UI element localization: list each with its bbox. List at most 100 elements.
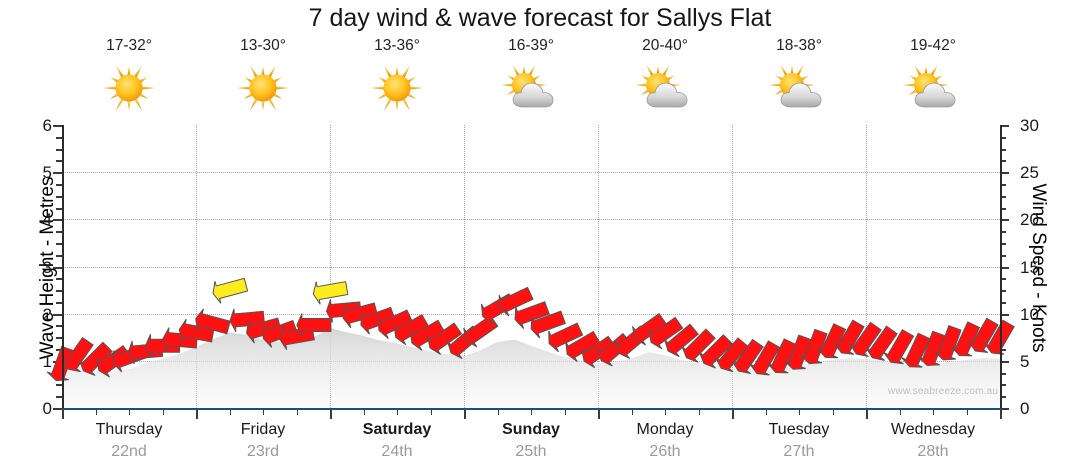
y-tick-label-right: 5 xyxy=(1020,351,1030,371)
x-tick-major xyxy=(196,408,198,419)
wind-arrow xyxy=(393,313,430,346)
y-tick-label-right: 25 xyxy=(1020,163,1039,183)
wind-arrow xyxy=(715,337,749,373)
y-tick-right xyxy=(1000,219,1009,222)
y-axis-right-line xyxy=(1000,125,1002,409)
y-tick-right-minor xyxy=(1000,136,1006,139)
wind-arrow xyxy=(664,323,700,358)
y-tick-label-right: 10 xyxy=(1020,304,1039,324)
wind-arrow xyxy=(565,330,601,363)
y-tick-label-right: 20 xyxy=(1020,210,1039,230)
x-tick-major xyxy=(598,408,600,419)
wind-arrow xyxy=(342,302,379,329)
wind-arrow xyxy=(78,341,113,376)
temperature-range: 16-39° xyxy=(508,37,554,54)
y-tick-right xyxy=(1000,266,1009,269)
day-date: 25th xyxy=(515,443,547,460)
wind-arrow xyxy=(229,308,265,333)
x-tick-minor xyxy=(95,408,97,415)
wind-arrow-strong xyxy=(212,277,249,304)
y-tick-right-minor xyxy=(1000,183,1006,186)
wind-arrow xyxy=(799,328,828,365)
wind-arrow xyxy=(296,313,332,337)
wind-arrow-series xyxy=(46,277,1015,382)
sun-icon xyxy=(330,59,464,121)
y-tick-right-minor xyxy=(1000,195,1006,198)
y-tick-right xyxy=(1000,360,1009,363)
x-tick-minor xyxy=(162,408,164,415)
day-date: 28th xyxy=(917,443,949,460)
y-tick-left-minor xyxy=(56,254,62,257)
y-tick-left-minor xyxy=(56,148,62,151)
wind-arrow xyxy=(631,313,668,346)
x-tick-minor xyxy=(397,408,398,415)
wind-arrow xyxy=(46,345,75,382)
watermark: www.seabreeze.com.au xyxy=(888,386,999,397)
x-tick-minor xyxy=(765,408,767,415)
plot-area: 0 1 2 3 4 5 6 0 5 10 15 20 25 30 xyxy=(43,117,1039,419)
y-tick-right xyxy=(1000,125,1009,127)
gridline-vertical xyxy=(196,125,197,408)
x-tick-major xyxy=(732,408,734,419)
y-tick-left-minor xyxy=(56,337,62,340)
y-tick-right-minor xyxy=(1000,384,1006,387)
day-header-wednesday: 19-42° xyxy=(866,36,1000,121)
x-tick-minor xyxy=(363,408,365,415)
y-tick-left-minor xyxy=(56,349,62,352)
x-axis-label-friday: Friday 23rd xyxy=(196,419,330,463)
day-header-monday: 20-40° xyxy=(598,36,732,121)
day-name: Sunday xyxy=(502,421,560,438)
x-tick-minor xyxy=(497,408,499,415)
wind-arrow xyxy=(548,322,584,353)
y-tick-label-right: 0 xyxy=(1020,399,1030,418)
wind-arrow xyxy=(865,325,898,361)
wind-arrow-strong xyxy=(312,281,349,305)
temperature-range: 17-32° xyxy=(106,37,152,54)
x-axis-label-monday: Monday 26th xyxy=(598,419,732,463)
wind-arrow xyxy=(530,310,566,339)
y-tick-right xyxy=(1000,172,1009,175)
gridline-vertical xyxy=(866,125,867,408)
temperature-range: 13-30° xyxy=(240,37,286,54)
y-tick-left-minor xyxy=(56,290,62,293)
day-date: 22nd xyxy=(111,443,147,460)
x-tick-minor xyxy=(564,408,566,415)
day-header-friday: 13-30° xyxy=(196,36,330,121)
day-date: 23rd xyxy=(246,443,280,460)
x-tick-minor xyxy=(899,408,901,415)
temperature-range: 20-40° xyxy=(642,37,688,54)
y-tick-left xyxy=(53,408,62,410)
day-header-saturday: 13-36° xyxy=(330,36,464,121)
sun-icon xyxy=(62,59,196,121)
x-tick-minor xyxy=(531,408,532,415)
y-tick-right-minor xyxy=(1000,207,1006,210)
y-tick-right-minor xyxy=(1000,148,1006,151)
y-tick-left-minor xyxy=(56,160,62,163)
day-header-sunday: 16-39° xyxy=(464,36,598,121)
temperature-range: 18-38° xyxy=(776,37,822,54)
wind-arrow xyxy=(767,338,797,374)
y-tick-left-minor xyxy=(56,207,62,210)
x-axis-label-tuesday: Tuesday 27th xyxy=(732,419,866,463)
wind-arrow xyxy=(681,328,716,363)
wind-arrow xyxy=(262,319,298,348)
day-header-thursday: 17-32° xyxy=(62,36,196,121)
wind-arrow xyxy=(426,322,463,355)
x-tick-minor xyxy=(263,408,264,415)
y-tick-right-minor xyxy=(1000,160,1006,163)
y-tick-right-minor xyxy=(1000,231,1006,234)
x-tick-minor xyxy=(129,408,130,415)
gridline-vertical xyxy=(464,125,465,408)
gridline-vertical xyxy=(330,125,331,408)
x-tick-minor xyxy=(698,408,700,415)
wind-arrow xyxy=(514,301,550,329)
y-tick-right-minor xyxy=(1000,349,1006,352)
x-axis-line xyxy=(62,408,1001,410)
y-tick-right-minor xyxy=(1000,396,1006,399)
gridline-vertical xyxy=(598,125,599,408)
y-tick-right-minor xyxy=(1000,254,1006,257)
sun-cloud-icon xyxy=(732,59,866,121)
wave-height-area xyxy=(62,327,1000,408)
x-axis-label-thursday: Thursday 22nd xyxy=(62,419,196,463)
